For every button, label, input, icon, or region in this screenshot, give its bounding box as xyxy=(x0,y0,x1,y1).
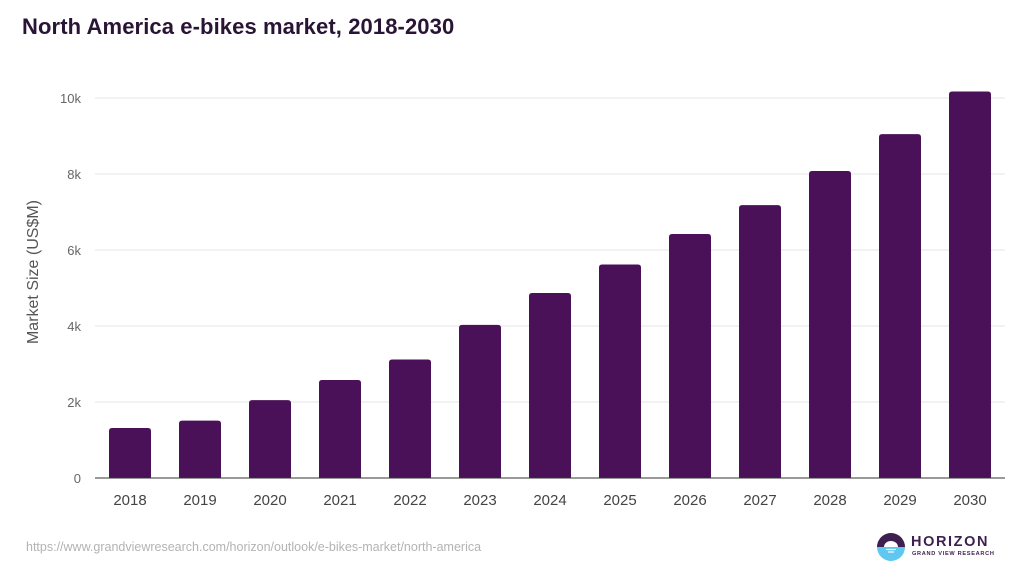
y-tick-label: 4k xyxy=(67,319,81,334)
x-tick-label: 2018 xyxy=(113,492,146,509)
x-tick-label: 2020 xyxy=(253,492,286,509)
y-axis-ticks: 0 2k 4k 6k 8k 10k xyxy=(60,91,81,486)
y-axis-label: Market Size (US$M) xyxy=(25,200,42,344)
horizon-logo-icon xyxy=(877,533,905,561)
y-tick-label: 0 xyxy=(74,471,81,486)
bar-2023[interactable] xyxy=(459,324,501,478)
y-tick-label: 10k xyxy=(60,91,81,106)
x-tick-label: 2019 xyxy=(183,492,216,509)
bar-2029[interactable] xyxy=(879,134,921,478)
chart-title: North America e-bikes market, 2018-2030 xyxy=(22,14,455,39)
x-tick-label: 2022 xyxy=(393,492,426,509)
x-axis-ticks: 2018 2019 2020 2021 2022 2023 2024 2025 2026 2027… xyxy=(113,492,986,509)
x-tick-label: 2030 xyxy=(953,492,986,509)
bar-2019[interactable] xyxy=(179,420,221,478)
y-tick-label: 8k xyxy=(67,167,81,182)
bar-2025[interactable] xyxy=(599,264,641,478)
bar-2022[interactable] xyxy=(389,359,431,478)
source-url[interactable]: https://www.grandviewresearch.com/horizo… xyxy=(26,540,482,554)
bar-2024[interactable] xyxy=(529,292,571,478)
x-tick-label: 2024 xyxy=(533,492,566,509)
bar-2026[interactable] xyxy=(669,234,711,478)
x-tick-label: 2025 xyxy=(603,492,636,509)
bar-2018[interactable] xyxy=(109,427,151,478)
bar-2021[interactable] xyxy=(319,379,361,478)
y-tick-label: 2k xyxy=(67,395,81,410)
x-tick-label: 2021 xyxy=(323,492,356,509)
bar-2020[interactable] xyxy=(249,400,291,478)
y-tick-label: 6k xyxy=(67,243,81,258)
x-tick-label: 2026 xyxy=(673,492,706,509)
x-tick-label: 2027 xyxy=(743,492,776,509)
bar-2030[interactable] xyxy=(949,91,991,478)
logo-subtitle: GRAND VIEW RESEARCH xyxy=(912,551,995,557)
logo-wordmark: HORIZON xyxy=(911,534,990,550)
bar-2027[interactable] xyxy=(739,205,781,478)
x-tick-label: 2023 xyxy=(463,492,496,509)
x-tick-label: 2028 xyxy=(813,492,846,509)
bar-2028[interactable] xyxy=(809,170,851,478)
horizon-logo[interactable]: HORIZON GRAND VIEW RESEARCH xyxy=(876,531,996,563)
bars xyxy=(109,91,991,478)
x-tick-label: 2029 xyxy=(883,492,916,509)
